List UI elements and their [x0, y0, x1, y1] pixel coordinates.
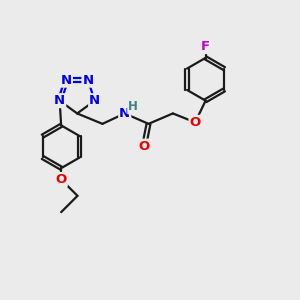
Text: O: O [138, 140, 150, 153]
Text: N: N [119, 107, 130, 120]
Text: H: H [128, 100, 138, 113]
Text: N: N [89, 94, 100, 107]
Text: O: O [56, 173, 67, 186]
Text: N: N [54, 94, 65, 107]
Text: F: F [201, 40, 210, 53]
Text: N: N [82, 74, 94, 87]
Text: N: N [61, 74, 72, 87]
Text: O: O [190, 116, 201, 129]
